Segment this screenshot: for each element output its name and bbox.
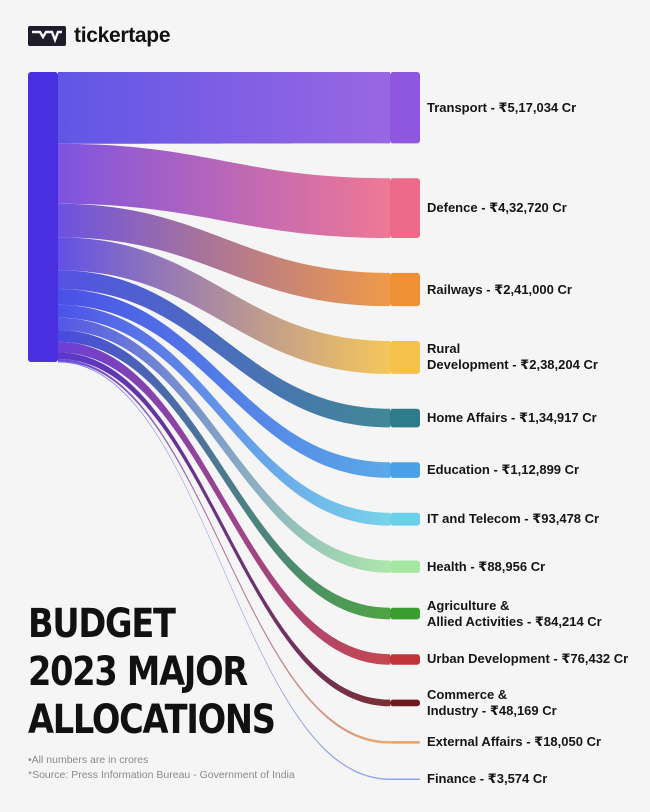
- brand: tickertape: [28, 24, 171, 48]
- label-external-affairs: External Affairs - ₹18,050 Cr: [427, 734, 601, 750]
- footnotes: •All numbers are in crores *Source: Pres…: [28, 753, 295, 783]
- flow-commerce-industry: [58, 352, 390, 707]
- flow-agriculture-allied-activities: [58, 330, 390, 620]
- bar-external-affairs: [390, 741, 420, 744]
- label-transport: Transport - ₹5,17,034 Cr: [427, 100, 576, 116]
- note-units: •All numbers are in crores: [28, 754, 149, 766]
- flow-finance: [58, 361, 390, 780]
- label-rural-development: Rural Development - ₹2,38,204 Cr: [427, 341, 598, 373]
- label-line: IT and Telecom - ₹93,478 Cr: [427, 511, 600, 527]
- label-line: Transport - ₹5,17,034 Cr: [427, 99, 577, 115]
- label-line: External Affairs - ₹18,050 Cr: [427, 734, 602, 750]
- label-line: Agriculture &: [427, 597, 510, 613]
- label-health: Health - ₹88,956 Cr: [427, 559, 545, 575]
- headline-line-3: ALLOCATIONS: [28, 697, 276, 743]
- flow-health: [58, 317, 390, 573]
- sankey-flows: [58, 72, 390, 780]
- label-commerce-industry: Commerce & Industry - ₹48,169 Cr: [427, 687, 557, 719]
- label-agriculture-allied-activities: Agriculture & Allied Activities - ₹84,214…: [427, 598, 602, 630]
- flow-transport: [58, 72, 390, 144]
- flow-rural-development: [58, 237, 390, 374]
- bar-education: [390, 462, 420, 478]
- label-line: Rural: [427, 341, 461, 357]
- flow-it-and-telecom: [58, 304, 390, 526]
- label-education: Education - ₹1,12,899 Cr: [427, 462, 579, 478]
- flow-defence: [58, 143, 390, 239]
- bar-it-and-telecom: [390, 512, 420, 526]
- label-home-affairs: Home Affairs - ₹1,34,917 Cr: [427, 410, 597, 426]
- bar-health: [390, 560, 420, 573]
- bar-commerce-industry: [390, 699, 420, 707]
- label-line: Home Affairs - ₹1,34,917 Cr: [427, 410, 597, 426]
- label-line: Defence - ₹4,32,720 Cr: [427, 200, 567, 216]
- flow-external-affairs: [58, 358, 390, 744]
- bar-finance: [390, 778, 420, 780]
- source-bar: [28, 72, 58, 362]
- label-line: Allied Activities - ₹84,214 Cr: [427, 613, 602, 629]
- headline: BUDGET 2023 MAJOR ALLOCATIONS: [28, 600, 276, 744]
- label-it-and-telecom: IT and Telecom - ₹93,478 Cr: [427, 511, 599, 527]
- label-line: Development - ₹2,38,204 Cr: [427, 357, 598, 373]
- bar-railways: [390, 272, 420, 307]
- label-defence: Defence - ₹4,32,720 Cr: [427, 200, 567, 216]
- bar-home-affairs: [390, 408, 420, 428]
- label-line: Industry - ₹48,169 Cr: [427, 702, 557, 718]
- bar-rural-development: [390, 341, 420, 374]
- label-line: Urban Development - ₹76,432 Cr: [427, 651, 629, 667]
- label-finance: Finance - ₹3,574 Cr: [427, 771, 547, 787]
- bar-transport: [390, 72, 420, 144]
- label-line: Health - ₹88,956 Cr: [427, 558, 546, 574]
- flow-railways: [58, 203, 390, 307]
- label-railways: Railways - ₹2,41,000 Cr: [427, 282, 572, 298]
- label-line: Education - ₹1,12,899 Cr: [427, 462, 580, 478]
- sankey-bars: [28, 72, 420, 780]
- note-source: *Source: Press Information Bureau - Gove…: [28, 769, 295, 781]
- bar-urban-development: [390, 654, 420, 665]
- flow-home-affairs: [58, 270, 390, 428]
- bar-defence: [390, 178, 420, 239]
- brand-name: tickertape: [74, 24, 171, 47]
- label-line: Commerce &: [427, 686, 508, 702]
- label-line: Railways - ₹2,41,000 Cr: [427, 281, 572, 297]
- bar-agriculture-allied-activities: [390, 607, 420, 620]
- flow-education: [58, 289, 390, 478]
- headline-line-1: BUDGET: [28, 601, 176, 647]
- label-urban-development: Urban Development - ₹76,432 Cr: [427, 651, 628, 667]
- headline-line-2: 2023 MAJOR: [28, 649, 248, 695]
- label-line: Finance - ₹3,574 Cr: [427, 771, 548, 787]
- flow-urban-development: [58, 341, 390, 665]
- tickertape-logo-icon: [28, 26, 66, 46]
